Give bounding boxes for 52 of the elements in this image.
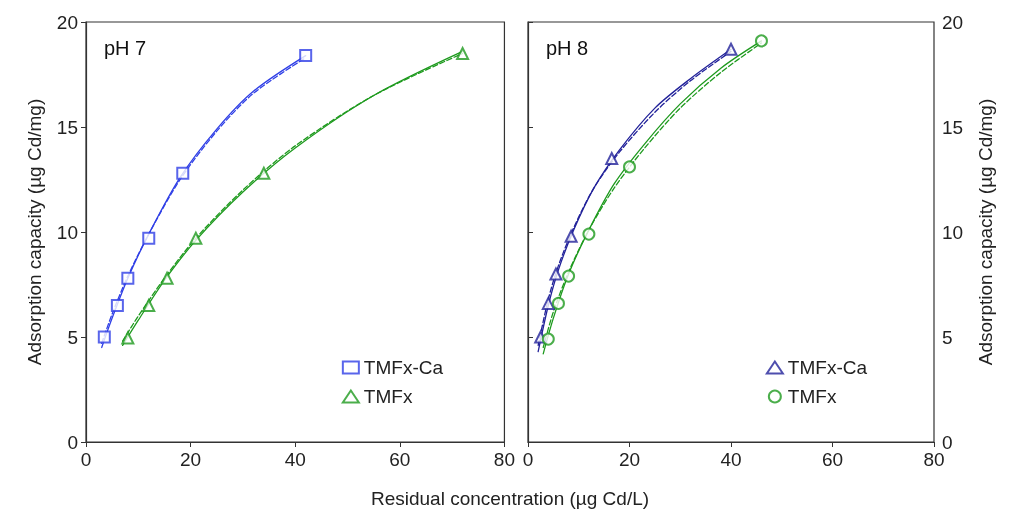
y2-tick-label: 10	[942, 221, 964, 243]
y2-tick-label: 0	[942, 431, 953, 453]
y-tick-label: 15	[56, 116, 78, 138]
x-tick-label: 60	[389, 449, 411, 470]
x-tick-label: 80	[923, 449, 945, 470]
point	[541, 332, 555, 346]
point	[97, 330, 111, 344]
point	[564, 229, 578, 243]
legend-label: TMFx-Ca	[363, 357, 444, 378]
point	[551, 296, 565, 310]
y2-tick-label: 20	[942, 11, 964, 33]
point	[724, 42, 738, 56]
x-tick-label: 60	[821, 449, 844, 470]
legend-label: TMFx	[363, 386, 413, 407]
annotation: pH 8	[546, 37, 589, 59]
point	[623, 160, 636, 174]
x-tick-label: 20	[618, 449, 641, 470]
x-tick-label: 0	[80, 449, 92, 470]
y-axis-title: Adsorption capacity (µg Cd/mg)	[24, 98, 45, 366]
y-tick-label: 10	[56, 221, 78, 243]
point	[142, 231, 156, 245]
point	[582, 227, 596, 241]
point	[189, 231, 203, 245]
y-tick-label: 0	[67, 431, 78, 453]
legend-label: TMFx	[787, 386, 837, 407]
x-tick-label: 40	[720, 449, 742, 470]
point	[160, 271, 174, 285]
point	[456, 47, 470, 60]
point	[142, 299, 156, 312]
y2-tick-label: 15	[942, 116, 964, 138]
x-tick-label: 20	[180, 449, 202, 470]
y-tick-label: 20	[56, 11, 78, 33]
y2-axis-title: Adsorption capacity (µg Cd/mg)	[975, 98, 996, 366]
point	[605, 152, 619, 165]
point	[541, 296, 555, 310]
point	[121, 331, 135, 345]
point	[562, 269, 576, 283]
point	[257, 166, 271, 180]
point	[299, 49, 313, 63]
point	[754, 34, 768, 48]
point	[176, 166, 190, 180]
x-axis-title: Residual concentration (µg Cd/L)	[369, 488, 651, 510]
x-tick-label: 80	[493, 449, 515, 470]
annotation: pH 7	[104, 37, 147, 59]
point	[121, 271, 135, 285]
x-tick-label: 0	[522, 449, 534, 470]
point	[549, 267, 563, 281]
y2-tick-label: 5	[942, 326, 953, 348]
point	[110, 299, 124, 312]
y-tick-label: 5	[67, 326, 78, 348]
legend-label: TMFx-Ca	[787, 357, 868, 378]
x-tick-label: 40	[284, 449, 306, 470]
